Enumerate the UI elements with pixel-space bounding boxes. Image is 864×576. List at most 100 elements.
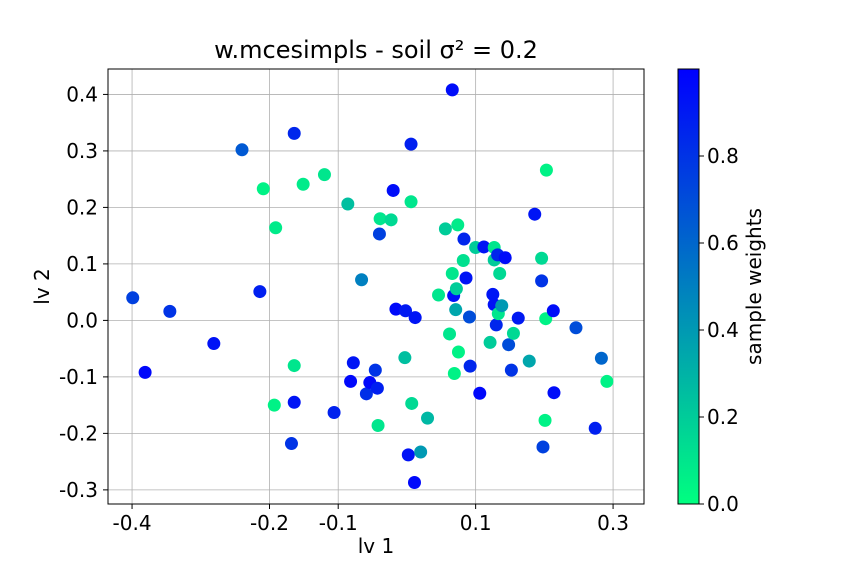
scatter-point (287, 395, 301, 409)
scatter-point (600, 374, 614, 388)
scatter-point (457, 232, 471, 246)
x-axis-ticks: -0.4 -0.2 -0.1 0.1 0.3 (113, 504, 629, 535)
y-tick-label: 0.0 (66, 308, 98, 332)
scatter-point (355, 273, 369, 287)
colorbar-tick-label: 0.8 (707, 144, 739, 168)
scatter-point (421, 411, 435, 425)
scatter-point (473, 386, 487, 400)
scatter-point (256, 182, 270, 196)
scatter-point (539, 163, 553, 177)
scatter-point (368, 363, 382, 377)
scatter-point (386, 183, 400, 197)
scatter-point (405, 396, 419, 410)
scatter-point (443, 327, 457, 341)
scatter-point (522, 354, 536, 368)
scatter-point (404, 137, 418, 151)
scatter-point (528, 207, 542, 221)
scatter-point (389, 302, 403, 316)
scatter-point (371, 418, 385, 432)
scatter-point (451, 218, 465, 232)
scatter-point (489, 318, 503, 332)
scatter-point (296, 177, 310, 191)
x-tick-label: -0.4 (113, 511, 152, 535)
scatter-point (506, 326, 520, 340)
scatter-point (498, 251, 512, 265)
scatter-point (535, 251, 549, 265)
scatter-point (449, 282, 463, 296)
y-axis-ticks: -0.3 -0.2 -0.1 0.0 0.1 0.2 0.3 0.4 (59, 82, 108, 502)
scatter-point (445, 83, 459, 97)
scatter-point (253, 285, 267, 299)
scatter-point (449, 303, 463, 317)
scatter-point (493, 267, 507, 281)
scatter-point (588, 421, 602, 435)
x-tick-label: -0.1 (319, 511, 358, 535)
scatter-point (327, 405, 341, 419)
scatter-point (535, 274, 549, 288)
scatter-point (284, 437, 298, 451)
y-axis-label: lv 2 (30, 268, 54, 304)
scatter-point (359, 387, 373, 401)
scatter-point (483, 335, 497, 349)
scatter-point (346, 356, 360, 370)
scatter-point (569, 321, 583, 335)
scatter-point (269, 221, 283, 235)
y-tick-label: -0.2 (59, 421, 98, 445)
plot-frame (107, 68, 645, 505)
scatter-point (287, 359, 301, 373)
scatter-point (235, 143, 249, 157)
colorbar-tick-label: 0.4 (707, 318, 739, 342)
scatter-point (451, 345, 465, 359)
scatter-point (495, 299, 509, 313)
data-points (126, 83, 614, 490)
scatter-point (502, 338, 516, 352)
chart-title: w.mcesimpls - soil σ² = 0.2 (214, 36, 538, 64)
y-tick-label: 0.3 (66, 139, 98, 163)
scatter-point (504, 363, 518, 377)
scatter-point (404, 195, 418, 209)
scatter-point (456, 254, 470, 268)
colorbar-tick-label: 0.6 (707, 231, 739, 255)
scatter-point (267, 398, 281, 412)
scatter-point (486, 287, 500, 301)
colorbar-tick-label: 0.2 (707, 405, 739, 429)
scatter-point (401, 448, 415, 462)
scatter-point (399, 304, 413, 318)
scatter-point (372, 227, 386, 241)
scatter-point (341, 197, 355, 211)
scatter-point (463, 359, 477, 373)
scatter-point (477, 240, 491, 254)
scatter-point (546, 304, 560, 318)
y-tick-label: 0.1 (66, 252, 98, 276)
scatter-point (126, 291, 140, 305)
y-tick-label: 0.4 (66, 82, 98, 106)
scatter-point (373, 212, 387, 226)
y-tick-label: 0.2 (66, 195, 98, 219)
scatter-point (207, 337, 221, 351)
scatter-point (414, 445, 428, 459)
scatter-point (408, 311, 422, 325)
x-tick-label: 0.1 (460, 511, 492, 535)
colorbar (677, 68, 700, 505)
x-tick-label: 0.3 (597, 511, 629, 535)
scatter-point (538, 413, 552, 427)
scatter-point (547, 386, 561, 400)
scatter-point (462, 310, 476, 324)
colorbar-ticks: 0.0 0.2 0.4 0.6 0.8 (699, 144, 739, 516)
scatter-point (438, 222, 452, 236)
grid-lines (108, 69, 644, 504)
scatter-point (536, 440, 550, 454)
scatter-point (287, 126, 301, 140)
x-tick-label: -0.2 (250, 511, 289, 535)
y-tick-label: -0.1 (59, 365, 98, 389)
scatter-point (407, 476, 421, 490)
scatter-point (594, 351, 608, 365)
scatter-point (344, 374, 358, 388)
scatter-point (432, 288, 446, 302)
scatter-point (384, 213, 398, 227)
scatter-point (370, 381, 384, 395)
x-axis-label: lv 1 (358, 534, 394, 558)
scatter-point (138, 365, 152, 379)
scatter-point (398, 351, 412, 365)
